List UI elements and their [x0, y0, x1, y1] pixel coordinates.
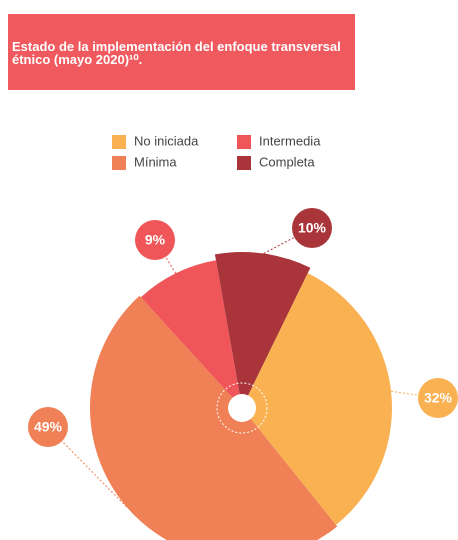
data-label: 10%	[298, 220, 327, 236]
legend-label: Completa	[259, 154, 315, 169]
label-bubble	[28, 407, 68, 447]
legend-swatch	[237, 156, 251, 170]
legend-swatch	[112, 135, 126, 149]
pie-slice	[140, 260, 242, 408]
data-label: 49%	[34, 419, 63, 435]
label-bubble	[135, 220, 175, 260]
title-box: Estado de la implementación del enfoque …	[8, 14, 355, 90]
data-label: 32%	[424, 390, 453, 406]
label-bubble	[292, 208, 332, 248]
legend-swatch	[237, 135, 251, 149]
pie-slice	[214, 252, 311, 408]
legend-label: Mínima	[134, 154, 177, 169]
label-bubble	[418, 378, 458, 418]
legend-swatch	[112, 156, 126, 170]
chart-title: Estado de la implementación del enfoque …	[12, 39, 341, 67]
legend-label: No iniciada	[134, 133, 199, 148]
data-label: 9%	[145, 232, 166, 248]
center-ring	[216, 382, 268, 434]
legend-label: Intermedia	[259, 133, 321, 148]
pie-slice	[242, 273, 393, 525]
center-hole	[228, 394, 256, 422]
pie-slice	[90, 295, 338, 540]
